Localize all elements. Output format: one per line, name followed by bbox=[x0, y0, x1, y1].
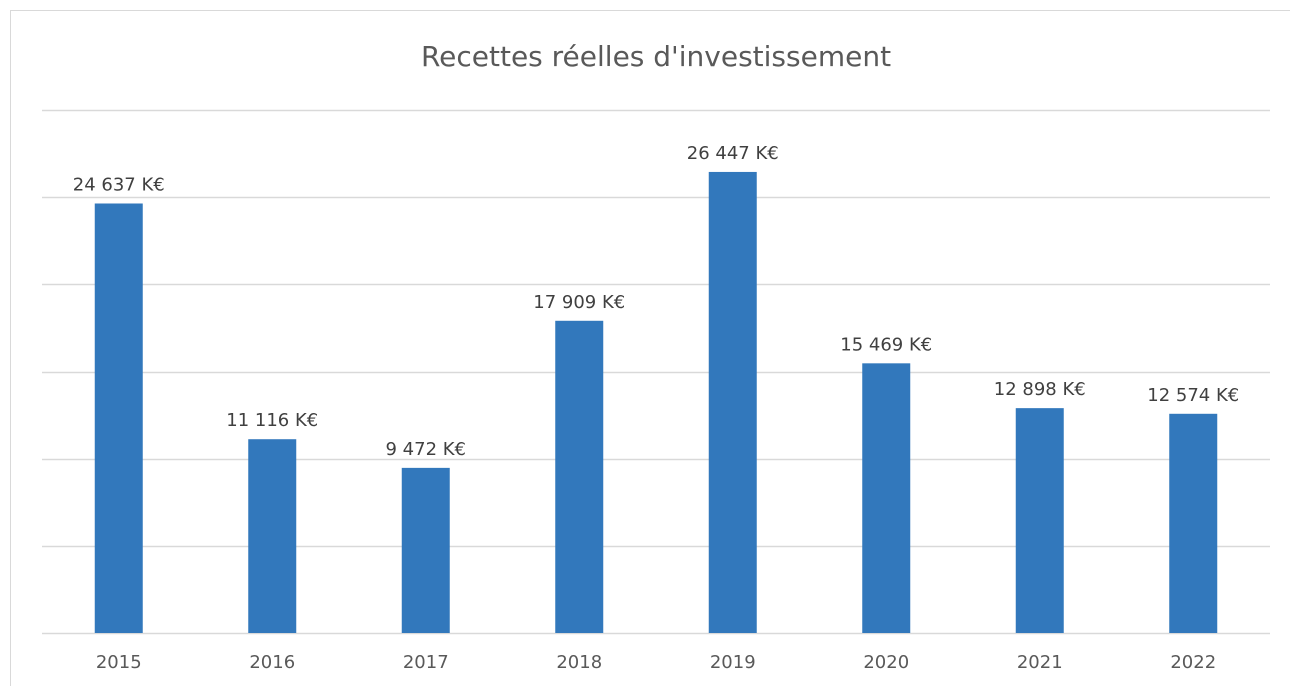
x-tick-label: 2015 bbox=[96, 652, 142, 673]
bar bbox=[1169, 413, 1218, 633]
bar bbox=[248, 439, 297, 633]
data-label: 12 574 K€ bbox=[1147, 385, 1239, 406]
chart-title: Recettes réelles d'investissement bbox=[421, 40, 891, 73]
x-tick-label: 2022 bbox=[1170, 652, 1216, 673]
x-tick-label: 2016 bbox=[249, 652, 295, 673]
bar bbox=[555, 320, 604, 633]
data-label: 12 898 K€ bbox=[994, 379, 1086, 400]
data-label: 9 472 K€ bbox=[385, 439, 466, 460]
x-tick-label: 2019 bbox=[710, 652, 756, 673]
data-label: 11 116 K€ bbox=[226, 410, 318, 431]
bar bbox=[401, 467, 450, 633]
x-tick-label: 2021 bbox=[1017, 652, 1063, 673]
data-label: 17 909 K€ bbox=[533, 292, 625, 313]
bar bbox=[1015, 408, 1064, 633]
bar bbox=[862, 363, 911, 633]
data-label: 15 469 K€ bbox=[840, 334, 932, 355]
x-tick-label: 2017 bbox=[403, 652, 449, 673]
bar bbox=[94, 203, 143, 633]
bar bbox=[708, 171, 757, 634]
data-label: 24 637 K€ bbox=[73, 174, 165, 195]
x-tick-label: 2018 bbox=[556, 652, 602, 673]
data-label: 26 447 K€ bbox=[687, 143, 779, 164]
chart-border bbox=[10, 10, 1290, 686]
x-tick-label: 2020 bbox=[863, 652, 909, 673]
